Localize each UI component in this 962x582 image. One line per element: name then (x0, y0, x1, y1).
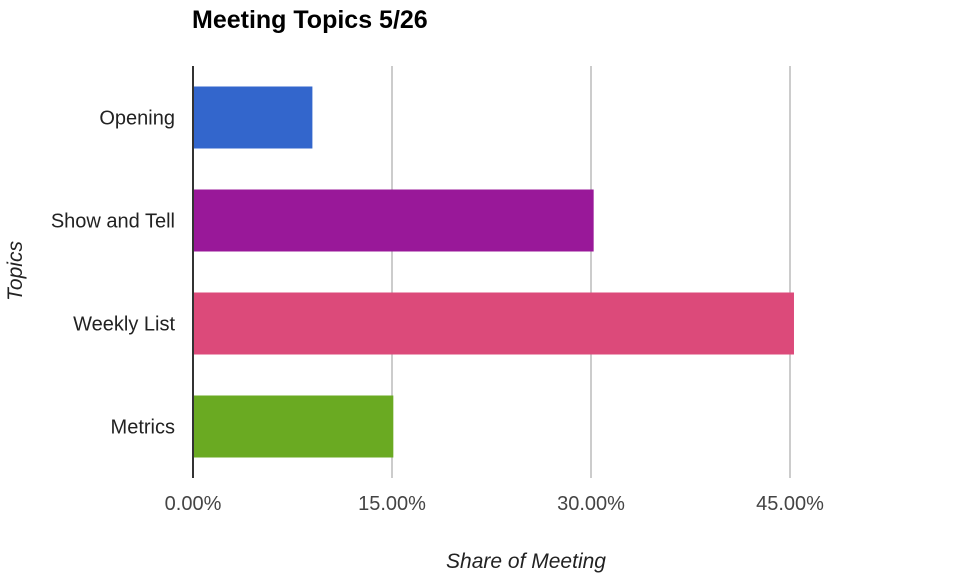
y-axis-title: Topics (4, 241, 27, 301)
bars (193, 86, 794, 458)
category-label: Opening (99, 108, 175, 130)
bar-metrics[interactable] (193, 395, 394, 458)
x-axis-title: Share of Meeting (446, 550, 606, 573)
gridlines (391, 66, 791, 478)
x-tick-label: 30.00% (557, 493, 625, 515)
bar-show-and-tell[interactable] (193, 189, 594, 252)
bar-weekly-list[interactable] (193, 292, 794, 355)
x-tick-labels: 0.00% 15.00% 30.00% 45.00% (165, 493, 824, 515)
chart-title: Meeting Topics 5/26 (192, 6, 428, 34)
x-tick-label: 45.00% (756, 493, 824, 515)
category-label: Metrics (111, 417, 175, 439)
x-tick-label: 0.00% (165, 493, 222, 515)
x-tick-label: 15.00% (358, 493, 426, 515)
category-label: Weekly List (73, 314, 175, 336)
bar-opening[interactable] (193, 86, 313, 149)
category-label: Show and Tell (51, 211, 175, 233)
category-labels: Opening Show and Tell Weekly List Metrics (51, 108, 176, 439)
